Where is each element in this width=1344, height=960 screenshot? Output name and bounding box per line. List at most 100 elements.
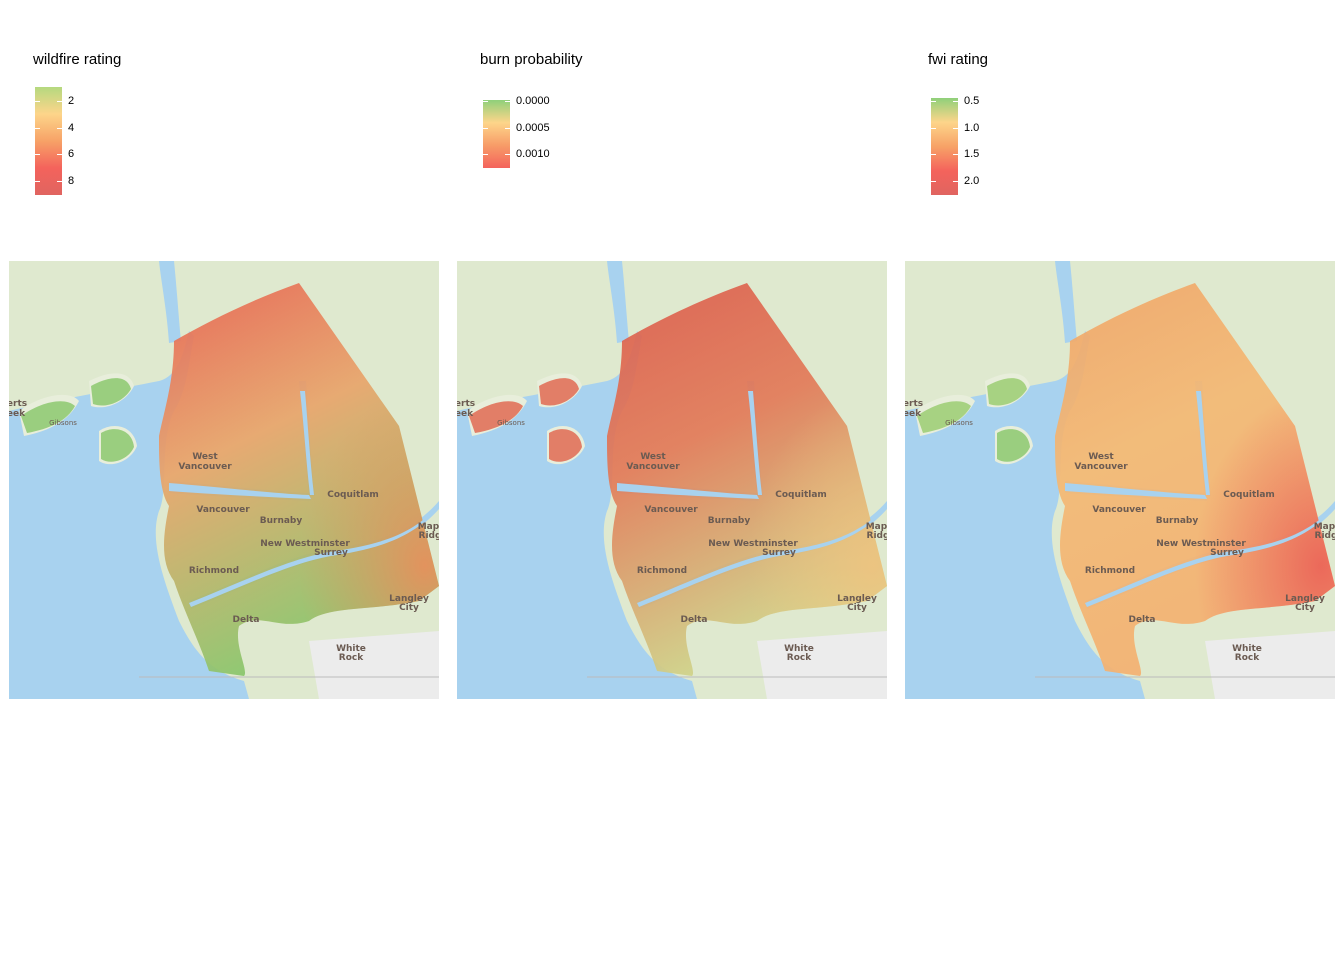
- hazard-hotspot: [607, 283, 887, 676]
- legend-tick: [57, 128, 62, 129]
- label-west-vancouver: Vancouver: [1074, 462, 1128, 472]
- legend-tick: [483, 154, 488, 155]
- legend-tick-label: 4: [68, 122, 75, 134]
- legend-title: fwi rating: [928, 51, 989, 68]
- label-roberts-creek: eek: [9, 409, 26, 419]
- legend-tick: [931, 128, 936, 129]
- map-wildfire[interactable]: West Vancouver Vancouver Burnaby Coquitlam Ne…: [9, 261, 439, 699]
- label-roberts-creek: eek: [905, 409, 922, 419]
- legend-tick-label: 0.0000: [516, 95, 550, 107]
- label-delta: Delta: [680, 615, 707, 625]
- legend-tick: [57, 154, 62, 155]
- label-surrey: Surrey: [762, 548, 796, 558]
- legend-tick: [57, 181, 62, 182]
- legend-tick: [35, 181, 40, 182]
- legend-tick-label: 0.0005: [516, 122, 550, 134]
- legend-tick: [35, 101, 40, 102]
- label-maple-ridge: Mapl: [866, 522, 887, 532]
- hazard-island: [997, 429, 1030, 462]
- legend-tick: [931, 154, 936, 155]
- label-vancouver: Vancouver: [196, 505, 250, 515]
- label-roberts-creek: erts: [9, 399, 27, 409]
- map-fwi[interactable]: West Vancouver Vancouver Burnaby Coquitlam Ne…: [905, 261, 1335, 699]
- hazard-island: [469, 401, 523, 433]
- legend-tick: [505, 128, 510, 129]
- urban-area: [309, 631, 439, 699]
- legend-tick-label: 8: [68, 175, 75, 187]
- legend-colorbar: [35, 87, 62, 195]
- hazard-island: [101, 429, 134, 462]
- label-new-westminster: New Westminster: [1156, 539, 1246, 549]
- label-langley-city: City: [399, 603, 419, 613]
- label-west-vancouver: Vancouver: [626, 462, 680, 472]
- legend-title: wildfire rating: [33, 51, 122, 68]
- hazard-island: [21, 401, 75, 433]
- water-river-top: [637, 505, 887, 607]
- urban-area: [1205, 631, 1335, 699]
- legend-tick: [505, 101, 510, 102]
- water-river-top: [189, 505, 439, 607]
- legend-tick: [483, 128, 488, 129]
- label-langley-city: City: [847, 603, 867, 613]
- legend-tick-label: 1.5: [964, 148, 980, 160]
- legend-tick: [505, 154, 510, 155]
- water-channel: [1055, 261, 1077, 343]
- label-langley-city: Langley: [1285, 594, 1325, 604]
- label-burnaby: Burnaby: [260, 516, 303, 526]
- label-maple-ridge: Mapl: [418, 522, 439, 532]
- label-gibsons: Gibsons: [945, 419, 973, 427]
- panel-fwi: fwi rating 0.5 1.0 1.5 2.0 West Vancouver…: [896, 0, 1344, 960]
- label-maple-ridge: Ridg: [867, 531, 887, 541]
- basemap: WestVancouverVancouverBurnabyCoquitlamNe…: [905, 261, 1335, 699]
- label-west-vancouver: West: [640, 452, 666, 462]
- label-richmond: Richmond: [637, 566, 687, 576]
- label-vancouver: Vancouver: [644, 505, 698, 515]
- water-arm-top: [748, 391, 762, 495]
- label-langley-city: City: [1295, 603, 1315, 613]
- label-richmond: Richmond: [1085, 566, 1135, 576]
- legend-tick: [953, 101, 958, 102]
- label-white-rock: White: [784, 644, 814, 654]
- water-channel: [607, 261, 629, 343]
- legend-colorbar: [483, 100, 510, 168]
- label-maple-ridge: Mapl: [1314, 522, 1335, 532]
- hazard-island: [549, 429, 582, 462]
- legend-title: burn probability: [480, 51, 583, 68]
- water-strait: [9, 331, 249, 699]
- legend-tick: [931, 181, 936, 182]
- label-coquitlam: Coquitlam: [775, 490, 827, 500]
- legend-tick-label: 6: [68, 148, 75, 160]
- legend-tick: [953, 181, 958, 182]
- label-gibsons: Gibsons: [497, 419, 525, 427]
- water-inlet-top: [617, 483, 759, 499]
- label-roberts-creek: eek: [457, 409, 474, 419]
- legend-tick-label: 0.5: [964, 95, 980, 107]
- label-white-rock: White: [336, 644, 366, 654]
- legend-tick-label: 0.0010: [516, 148, 550, 160]
- water-inlet-top: [1065, 483, 1207, 499]
- hazard-island: [91, 378, 131, 406]
- basemap: WestVancouverVancouverBurnabyCoquitlamNe…: [457, 261, 887, 699]
- legend-tick: [931, 101, 936, 102]
- legend-tick: [35, 128, 40, 129]
- label-maple-ridge: Ridg: [419, 531, 439, 541]
- map-burn-probability[interactable]: West Vancouver Vancouver Burnaby Coquitlam Ne…: [457, 261, 887, 699]
- label-delta: Delta: [232, 615, 259, 625]
- legend-tick-label: 2.0: [964, 175, 980, 187]
- legend-tick-label: 1.0: [964, 122, 980, 134]
- label-white-rock: Rock: [1235, 653, 1260, 663]
- label-white-rock: Rock: [339, 653, 364, 663]
- label-burnaby: Burnaby: [708, 516, 751, 526]
- label-maple-ridge: Ridg: [1315, 531, 1335, 541]
- legend-tick: [953, 154, 958, 155]
- water-strait: [905, 331, 1145, 699]
- label-coquitlam: Coquitlam: [1223, 490, 1275, 500]
- water-strait: [457, 331, 697, 699]
- hazard-island: [987, 378, 1027, 406]
- basemap: WestVancouverVancouverBurnabyCoquitlamNe…: [9, 261, 439, 699]
- urban-area: [757, 631, 887, 699]
- legend-tick: [35, 154, 40, 155]
- label-langley-city: Langley: [389, 594, 429, 604]
- label-surrey: Surrey: [314, 548, 348, 558]
- label-vancouver: Vancouver: [1092, 505, 1146, 515]
